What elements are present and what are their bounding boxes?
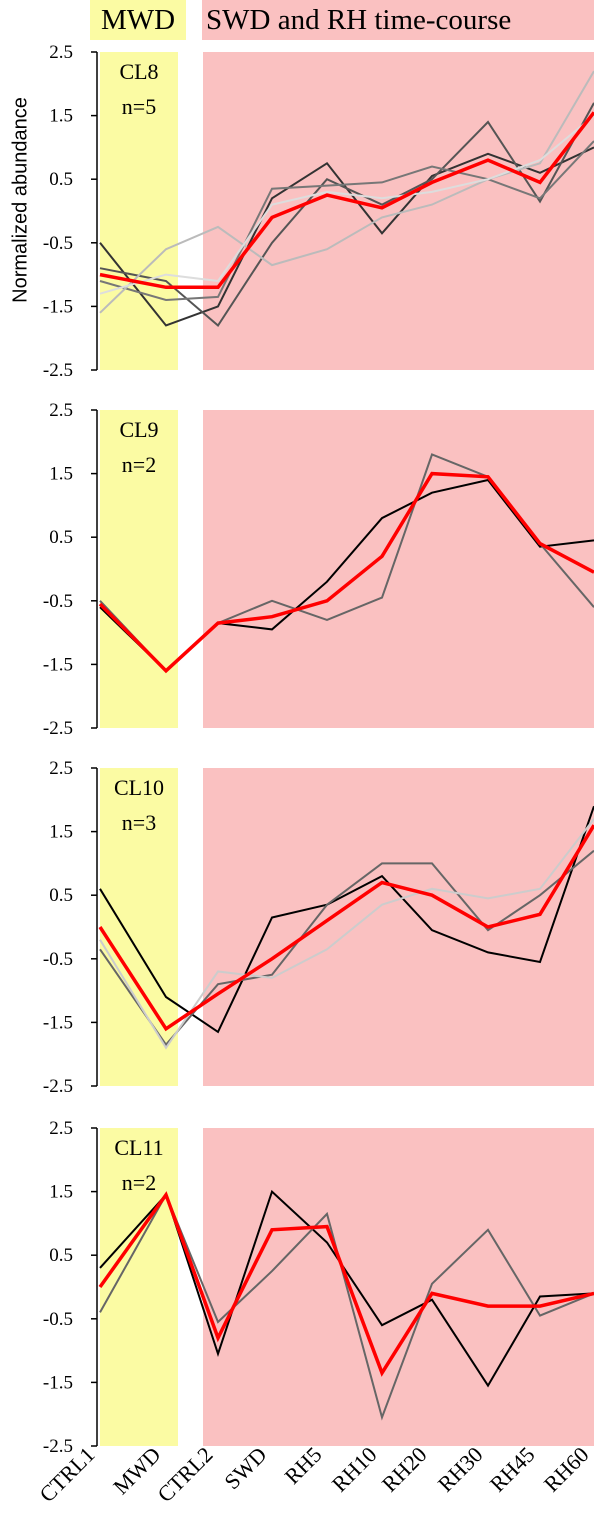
y-tick-label: 0.5: [49, 1245, 73, 1266]
mean-series-line: [99, 111, 594, 290]
y-tick-label: -2.5: [43, 1076, 73, 1097]
y-tick-label: -2.5: [43, 718, 73, 739]
cluster-count: n=5: [122, 94, 156, 119]
mwd-region: [100, 410, 178, 728]
y-tick-label: -0.5: [43, 1309, 73, 1330]
x-tick-label: CTRL2: [152, 1442, 217, 1507]
panel-cl9: 2.5 1.5 0.5 -0.5 -1.5 -2.5 CL9 n=2: [43, 400, 594, 739]
y-tick-label: 0.5: [49, 169, 73, 190]
swd-rh-region: [203, 1128, 594, 1446]
y-axis-label: Normalized abundance: [9, 97, 32, 303]
mwd-region: [100, 768, 178, 1086]
y-tick-label: -1.5: [43, 296, 73, 317]
cluster-count: n=3: [122, 810, 156, 835]
y-tick-label: 1.5: [49, 822, 73, 843]
y-tick-label: 2.5: [49, 400, 73, 421]
cluster-count: n=2: [122, 452, 156, 477]
y-tick-label: 1.5: [49, 464, 73, 485]
y-tick-label: -0.5: [43, 591, 73, 612]
panel-cl8: 2.5 1.5 0.5 -0.5 -1.5 -2.5 CL8 n=5: [43, 42, 594, 381]
y-tick-label: -1.5: [43, 1372, 73, 1393]
y-tick-label: 2.5: [49, 1118, 73, 1139]
mwd-header: MWD: [90, 0, 186, 40]
x-tick-label: RH60: [539, 1442, 594, 1497]
mwd-region: [100, 52, 178, 370]
x-tick-label: RH10: [327, 1442, 382, 1497]
y-tick-label: -1.5: [43, 1012, 73, 1033]
cluster-label: CL9: [119, 417, 158, 442]
y-tick-label: -2.5: [43, 1436, 73, 1457]
mean-series-line: [98, 824, 594, 1032]
cluster-count: n=2: [122, 1170, 156, 1195]
gene-series-line: [99, 1189, 594, 1388]
x-tick-label: SWD: [219, 1442, 271, 1494]
cluster-label: CL10: [114, 775, 164, 800]
gene-series-line: [99, 1192, 594, 1421]
mwd-region: [100, 1128, 178, 1446]
y-tick-label: 0.5: [49, 885, 73, 906]
swd-rh-header: SWD and RH time-course: [202, 0, 594, 40]
y-tick-label: -1.5: [43, 654, 73, 675]
x-tick-label: RH20: [377, 1442, 432, 1497]
y-tick-label: 0.5: [49, 527, 73, 548]
panel-cl10: 2.5 1.5 0.5 -0.5 -1.5 -2.5 CL10 n=3: [43, 758, 594, 1097]
y-tick-label: 2.5: [49, 42, 73, 63]
x-tick-label: RH45: [485, 1442, 540, 1497]
gene-series-line: [99, 102, 594, 328]
y-tick-label: -0.5: [43, 949, 73, 970]
mean-series-line: [98, 471, 594, 674]
gene-series-line: [99, 849, 594, 1047]
mean-series-line: [98, 1191, 594, 1377]
panel-cl11: 2.5 1.5 0.5 -0.5 -1.5 -2.5 CL11 n=2: [43, 1118, 594, 1457]
swd-rh-region: [203, 410, 594, 728]
x-tick-label: RH5: [279, 1442, 326, 1489]
y-tick-label: 1.5: [49, 1182, 73, 1203]
y-tick-label: 1.5: [49, 106, 73, 127]
cluster-label: CL8: [119, 59, 158, 84]
y-tick-label: 2.5: [49, 758, 73, 779]
gene-series-line: [99, 140, 594, 302]
x-tick-label: RH30: [433, 1442, 488, 1497]
cluster-label: CL11: [114, 1135, 163, 1160]
y-tick-label: -0.5: [43, 233, 73, 254]
y-tick-label: -2.5: [43, 360, 73, 381]
swd-rh-region: [203, 768, 594, 1086]
